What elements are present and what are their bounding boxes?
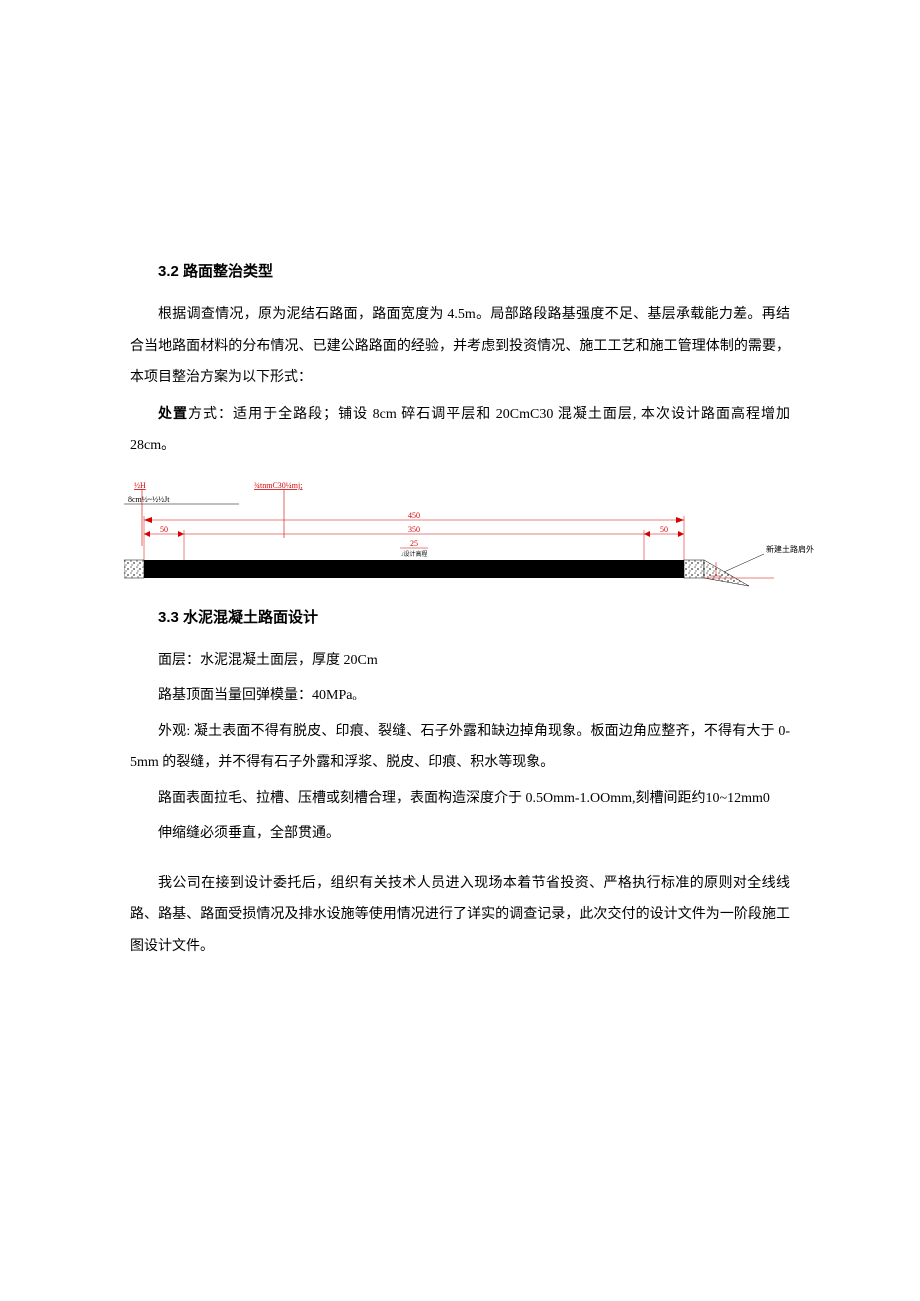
right-leader	[724, 554, 764, 572]
cross-section-svg: ½H ¾tnmC30¼mj; 8cm½~½½Jt 450 50 350 50	[124, 476, 814, 596]
arrow-50l-r	[178, 531, 184, 537]
section-3-3-heading: 3.3 水泥混凝土路面设计	[130, 606, 790, 627]
section-3-2-heading: 3.2 路面整治类型	[130, 260, 790, 281]
arrow-50r-l	[644, 531, 650, 537]
disposal-label: 处置	[158, 405, 188, 421]
dim-center-small: ↓设计高程	[400, 550, 427, 558]
page-content: 3.2 路面整治类型 根据调查情况，原为泥结石路面，路面宽度为 4.5m。局部路…	[0, 0, 920, 1066]
dim-450: 450	[408, 511, 420, 520]
road-cross-section-diagram: ½H ¾tnmC30¼mj; 8cm½~½½Jt 450 50 350 50	[124, 476, 814, 596]
left-shoulder	[124, 560, 144, 578]
section-3-3-p2: 路基顶面当量回弹模量：40MPaₒ	[130, 680, 790, 712]
section-3-2-p1: 根据调查情况，原为泥结石路面，路面宽度为 4.5m。局部路段路基强度不足、基层承…	[130, 299, 790, 394]
diagram-label-top-center: ¾tnmC30¼mj;	[254, 481, 302, 490]
right-shoulder	[684, 560, 704, 578]
section-3-3-p6: 我公司在接到设计委托后，组织有关技术人员进入现场本着节省投资、严格执行标准的原则…	[130, 868, 790, 963]
section-3-3-p1: 面层：水泥混凝土面层，厚度 20Cm	[130, 645, 790, 677]
right-label: 新建土路肩外缘	[766, 544, 814, 554]
section-3-3-p5: 伸缩缝必须垂直，全部贯通。	[130, 818, 790, 850]
section-3-2-p2: 处置方式：适用于全路段；铺设 8cm 碎石调平层和 20CmC30 混凝土面层,…	[130, 398, 790, 462]
section-3-3-p4: 路面表面拉毛、拉槽、压槽或刻槽合理，表面构造深度介于 0.5Omm-1.OOmm…	[130, 783, 790, 815]
arrow-50l-l	[144, 531, 150, 537]
dim-350: 350	[408, 525, 420, 534]
arrow-450-r	[676, 517, 684, 523]
diagram-label-sub: 8cm½~½½Jt	[128, 495, 170, 504]
disposal-text: 方式：适用于全路段；铺设 8cm 碎石调平层和 20CmC30 混凝土面层, 本…	[130, 407, 790, 454]
dim-25: 25	[410, 539, 418, 548]
section-3-3-p3: 外观: 凝土表面不得有脱皮、印痕、裂缝、石子外露和缺边掉角现象。板面边角应整齐，…	[130, 716, 790, 779]
dim-50-right: 50	[660, 525, 668, 534]
arrow-450-l	[144, 517, 152, 523]
arrow-50r-r	[678, 531, 684, 537]
dim-50-left: 50	[160, 525, 168, 534]
diagram-label-top-left: ½H	[134, 481, 146, 490]
pavement-slab	[144, 560, 684, 578]
